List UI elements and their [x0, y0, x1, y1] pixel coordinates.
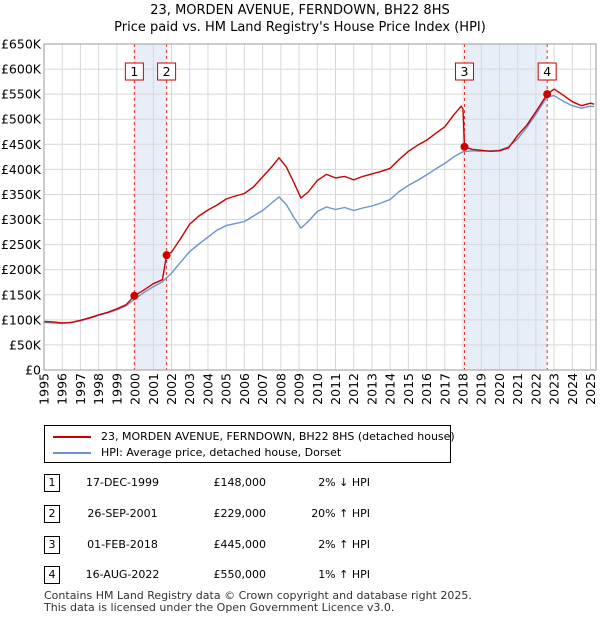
sale-label-text: 4 [543, 64, 551, 79]
sale-point-4 [543, 90, 552, 99]
transaction-hpi: 2% ↓ HPI [318, 476, 370, 489]
sale-label-box [537, 62, 557, 81]
property-price-line [43, 88, 595, 324]
y-tick-label: £500K [1, 112, 42, 127]
sale-label-box [124, 62, 144, 81]
sale-label-2: 2 [157, 62, 177, 81]
transaction-number: 1 [44, 474, 60, 492]
x-tick-label: 2002 [164, 373, 179, 405]
transaction-price: £229,000 [213, 507, 267, 520]
sale-label-text: 3 [460, 64, 468, 79]
x-tick-label: 2021 [510, 373, 525, 405]
x-tick-label: 2018 [456, 373, 471, 405]
footer-licence: This data is licensed under the Open Gov… [44, 601, 395, 614]
y-tick-label: £50K [9, 337, 42, 352]
legend-swatch-hpi [53, 452, 91, 454]
x-tick-label: 2020 [492, 373, 507, 405]
x-tick-label: 2016 [419, 373, 434, 405]
sale-point-3 [460, 142, 469, 151]
y-tick-label: £300K [1, 212, 42, 227]
x-tick-label: 2019 [474, 373, 489, 405]
sale-label-4: 4 [537, 62, 557, 81]
sale-label-text: 2 [163, 64, 171, 79]
table-row: 4 16-AUG-2022 £550,000 1% ↑ HPI [0, 566, 600, 584]
x-tick-label: 2025 [583, 373, 598, 405]
x-tick-label: 2010 [310, 373, 325, 405]
shaded-range-2 [464, 44, 548, 370]
x-tick-label: 1998 [91, 373, 106, 405]
sale-label-box [454, 62, 474, 81]
plot-frame [43, 43, 597, 371]
transaction-number: 4 [44, 566, 60, 584]
price-chart: 1 2 3 4 £0 £50K £100K £150K £200K £250K £300K £350K… [1, 37, 598, 405]
title-line-2: Price paid vs. HM Land Registry's House … [114, 20, 486, 35]
chart-title: 23, MORDEN AVENUE, FERNDOWN, BH22 8HS Pr… [0, 2, 600, 36]
x-tick-label: 2001 [146, 373, 161, 405]
transaction-date: 16-AUG-2022 [85, 568, 160, 581]
sale-label-1: 1 [124, 62, 144, 81]
x-tick-label: 2024 [565, 373, 580, 405]
x-tick-label: 1995 [37, 373, 52, 405]
y-tick-label: £350K [1, 187, 42, 202]
title-line-1: 23, MORDEN AVENUE, FERNDOWN, BH22 8HS [150, 3, 450, 18]
x-tick-label: 2000 [128, 373, 143, 405]
x-tick-label: 2009 [292, 373, 307, 405]
x-tick-label: 2014 [383, 373, 398, 405]
footer-copyright: Contains HM Land Registry data © Crown c… [44, 589, 472, 602]
legend-label-hpi: HPI: Average price, detached house, Dors… [101, 446, 342, 459]
transaction-date: 17-DEC-1999 [85, 476, 160, 489]
y-tick-label: £150K [1, 287, 42, 302]
x-tick-label: 2005 [219, 373, 234, 405]
x-tick-label: 1996 [55, 373, 70, 405]
transaction-hpi: 20% ↑ HPI [311, 507, 370, 520]
x-tick-label: 2015 [401, 373, 416, 405]
transaction-price: £148,000 [213, 476, 267, 489]
transaction-number: 2 [44, 505, 60, 523]
sale-point-2 [162, 251, 171, 260]
legend-item-hpi: HPI: Average price, detached house, Dors… [53, 445, 341, 461]
transaction-number: 3 [44, 536, 60, 554]
x-tick-label: 2017 [437, 373, 452, 405]
footer: Contains HM Land Registry data © Crown c… [44, 590, 472, 614]
x-tick-label: 2011 [328, 373, 343, 405]
transaction-date: 26-SEP-2001 [87, 507, 158, 520]
x-tick-label: 2012 [346, 373, 361, 405]
x-tick-label: 1999 [109, 373, 124, 405]
x-tick-label: 2023 [547, 373, 562, 405]
x-tick-label: 2007 [255, 373, 270, 405]
sale-label-3: 3 [454, 62, 474, 81]
legend-label-property: 23, MORDEN AVENUE, FERNDOWN, BH22 8HS (d… [101, 430, 455, 443]
x-tick-label: 2013 [364, 373, 379, 405]
x-tick-label: 2003 [182, 373, 197, 405]
table-row: 2 26-SEP-2001 £229,000 20% ↑ HPI [0, 505, 600, 523]
table-row: 3 01-FEB-2018 £445,000 2% ↑ HPI [0, 536, 600, 554]
sale-label-text: 1 [130, 64, 138, 79]
y-tick-label: £450K [1, 137, 42, 152]
x-tick-label: 2006 [237, 373, 252, 405]
legend-swatch-property [53, 436, 91, 438]
transaction-hpi: 1% ↑ HPI [318, 568, 370, 581]
y-tick-label: £0 [25, 363, 41, 378]
table-row: 1 17-DEC-1999 £148,000 2% ↓ HPI [0, 474, 600, 492]
transaction-price: £550,000 [213, 568, 267, 581]
y-tick-label: £400K [1, 162, 42, 177]
shaded-range-1 [134, 44, 167, 370]
x-tick-label: 2022 [528, 373, 543, 405]
transaction-hpi: 2% ↑ HPI [318, 538, 370, 551]
y-tick-label: £250K [1, 237, 42, 252]
y-tick-label: £600K [1, 62, 42, 77]
x-tick-label: 2008 [273, 373, 288, 405]
y-tick-label: £100K [1, 312, 42, 327]
transaction-date: 01-FEB-2018 [87, 538, 158, 551]
transaction-price: £445,000 [213, 538, 267, 551]
sale-label-box [157, 62, 177, 81]
y-tick-label: £200K [1, 262, 42, 277]
x-tick-label: 2004 [200, 373, 215, 405]
y-tick-label: £550K [1, 87, 42, 102]
sale-point-1 [130, 291, 139, 300]
y-tick-label: £650K [1, 37, 42, 52]
legend: 23, MORDEN AVENUE, FERNDOWN, BH22 8HS (d… [44, 425, 455, 463]
x-tick-label: 1997 [73, 373, 88, 405]
legend-item-property: 23, MORDEN AVENUE, FERNDOWN, BH22 8HS (d… [53, 429, 455, 445]
